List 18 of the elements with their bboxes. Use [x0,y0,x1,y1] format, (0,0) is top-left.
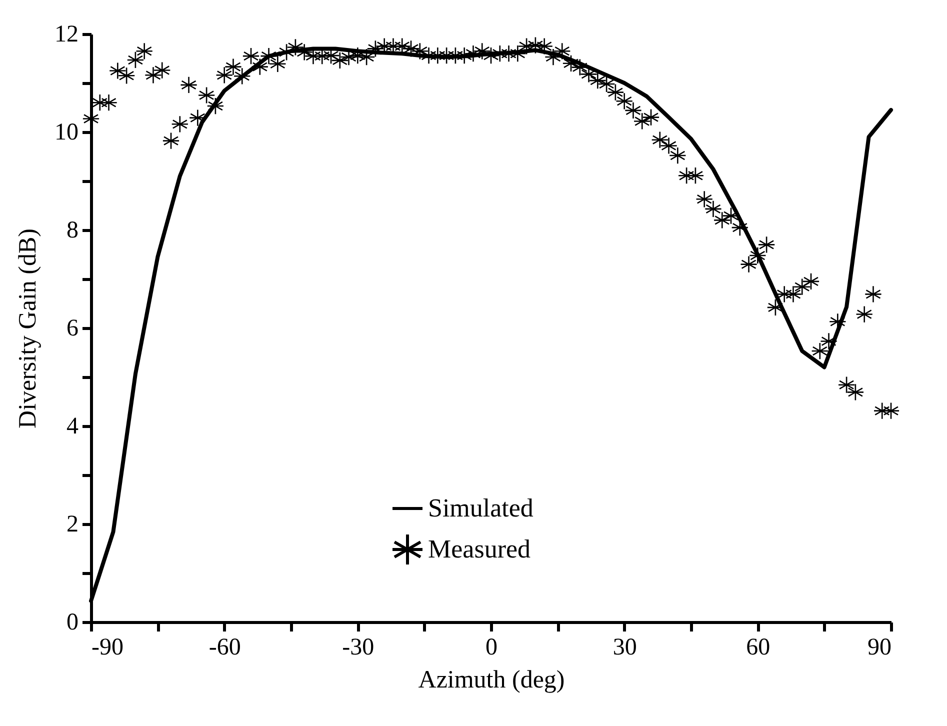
y-tick-label: 8 [66,218,78,244]
y-tick-label: 6 [66,316,78,342]
x-axis-title: Azimuth (deg) [418,666,565,694]
x-tick-label: 30 [612,634,637,660]
y-tick-label: 4 [66,414,78,440]
y-axis-title: Diversity Gain (dB) [14,228,42,428]
y-tick-label: 10 [54,120,78,146]
y-tick-label: 2 [66,512,78,538]
legend-label: Measured [428,534,531,564]
y-tick-label: 0 [66,610,78,636]
x-tick-label: -90 [92,634,124,660]
x-tick-label: 90 [868,634,892,660]
x-tick-label: 0 [486,634,498,660]
x-tick-label: 60 [746,634,770,660]
legend-label: Simulated [428,494,534,522]
y-tick-label: 12 [54,22,78,48]
x-tick-label: -30 [342,634,374,660]
x-tick-label: -60 [208,634,241,660]
